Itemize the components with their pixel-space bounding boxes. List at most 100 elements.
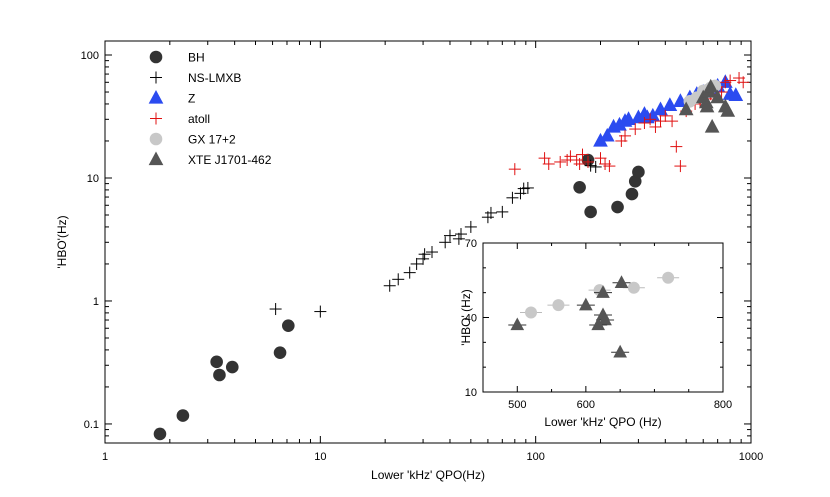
inset-point-gx-17-2 [627,281,640,294]
point-atoll [719,76,732,89]
series-bh [153,153,645,441]
inset-point-xte-j1701-462 [510,317,525,331]
point-ns-lmxb [410,257,423,270]
inset-point-xte-j1701-462 [579,297,593,311]
point-bh [584,205,597,219]
inset-point-gx-17-2 [662,271,675,284]
point-xte-j1701-462 [699,98,715,113]
point-atoll [564,150,577,163]
point-atoll [666,115,679,128]
point-atoll [619,129,632,142]
point-bh [625,187,639,201]
y-tick-label: 10 [87,173,99,185]
y-axis-label: 'HBO'(Hz) [55,215,69,268]
y-tick-label: 1 [93,296,99,308]
point-atoll [654,115,667,128]
point-ns-lmxb [418,248,431,261]
x-tick-label: 10 [314,451,326,463]
point-atoll [573,157,586,170]
point-atoll [644,113,657,126]
legend-marker-ns-lmxb [150,71,162,84]
inset-series-xte-j1701-462 [508,275,631,358]
legend-marker-xte-j1701-462 [148,151,164,166]
point-z [728,87,744,101]
point-ns-lmxb [496,205,509,218]
legend-label-xte-j1701-462: XTE J1701-462 [188,153,272,167]
inset-y-tick-label: 10 [465,387,477,399]
point-ns-lmxb [521,181,534,194]
point-bh [176,409,190,422]
legend-label-ns-lmxb: NS-LMXB [188,71,241,85]
point-z [662,97,678,111]
legend-label-atoll: atoll [188,112,210,126]
inset-point-xte-j1701-462 [591,317,606,331]
inset-point-gx-17-2 [552,299,565,312]
point-ns-lmxb [443,229,456,242]
y-tick-label: 100 [81,50,99,62]
inset-point-xte-j1701-462 [598,312,612,326]
point-bh [153,427,167,441]
inset-y-tick-label: 70 [465,238,477,250]
legend-marker-atoll [150,112,162,125]
point-bh [273,346,287,359]
point-atoll [603,160,616,173]
point-ns-lmxb [464,220,477,233]
series-ns-lmxb [269,159,602,318]
point-z [593,132,608,147]
inset-point-xte-j1701-462 [613,344,627,358]
point-bh [282,319,295,332]
inset-x-axis-label: Lower 'kHz' QPO (Hz) [544,415,661,429]
point-atoll [649,120,662,133]
inset-plot: 500 600 800 10 40 70 Lower 'kHz' QPO (Hz) 'HBO'… [459,238,732,429]
main-plot: 1 10 100 1000 0.1 1 10 100 Lower 'kHz' QPO(Hz) 'H… [55,40,763,482]
point-z [645,107,661,122]
point-ns-lmxb [514,187,527,200]
legend-marker-z [148,89,164,104]
inset-y-tick-label: 40 [465,313,477,325]
point-atoll [594,152,607,165]
point-ns-lmxb [392,273,405,286]
point-atoll [576,148,589,161]
x-tick-label: 1 [102,451,108,463]
point-ns-lmxb [417,252,430,265]
point-z [599,127,615,142]
point-ns-lmxb [403,266,416,279]
point-atoll [508,163,521,176]
point-ns-lmxb [452,232,465,245]
x-tick-label: 100 [526,451,544,463]
point-xte-j1701-462 [720,103,736,117]
x-tick-label: 1000 [739,451,763,463]
inset-x-tick-label: 500 [508,399,526,411]
point-ns-lmxb [425,246,438,259]
point-atoll [554,155,567,168]
point-atoll [670,140,683,153]
point-atoll [629,123,642,136]
x-axis-label: Lower 'kHz' QPO(Hz) [371,468,485,482]
point-xte-j1701-462 [678,101,694,116]
point-xte-j1701-462 [710,89,725,104]
point-atoll [737,76,750,89]
inset-point-gx-17-2 [525,306,537,319]
point-ns-lmxb [454,228,467,241]
inset-x-tick-label: 600 [577,399,595,411]
point-bh [573,181,586,194]
point-ns-lmxb [506,191,519,204]
point-xte-j1701-462 [704,118,720,133]
point-bh [213,368,226,382]
point-atoll [615,134,628,147]
y-tick-label: 0.1 [84,419,99,431]
legend-label-gx-17-2: GX 17+2 [188,133,236,147]
point-z [653,101,668,116]
point-atoll [724,74,737,87]
inset-x-tick-label: 800 [714,399,732,411]
point-xte-j1701-462 [703,78,719,93]
legend-marker-gx-17-2 [149,132,163,146]
point-bh [225,360,239,374]
point-ns-lmxb [484,206,497,219]
inset-point-xte-j1701-462 [614,275,629,288]
point-bh [210,355,223,369]
point-ns-lmxb [383,279,396,292]
point-atoll [674,160,687,173]
